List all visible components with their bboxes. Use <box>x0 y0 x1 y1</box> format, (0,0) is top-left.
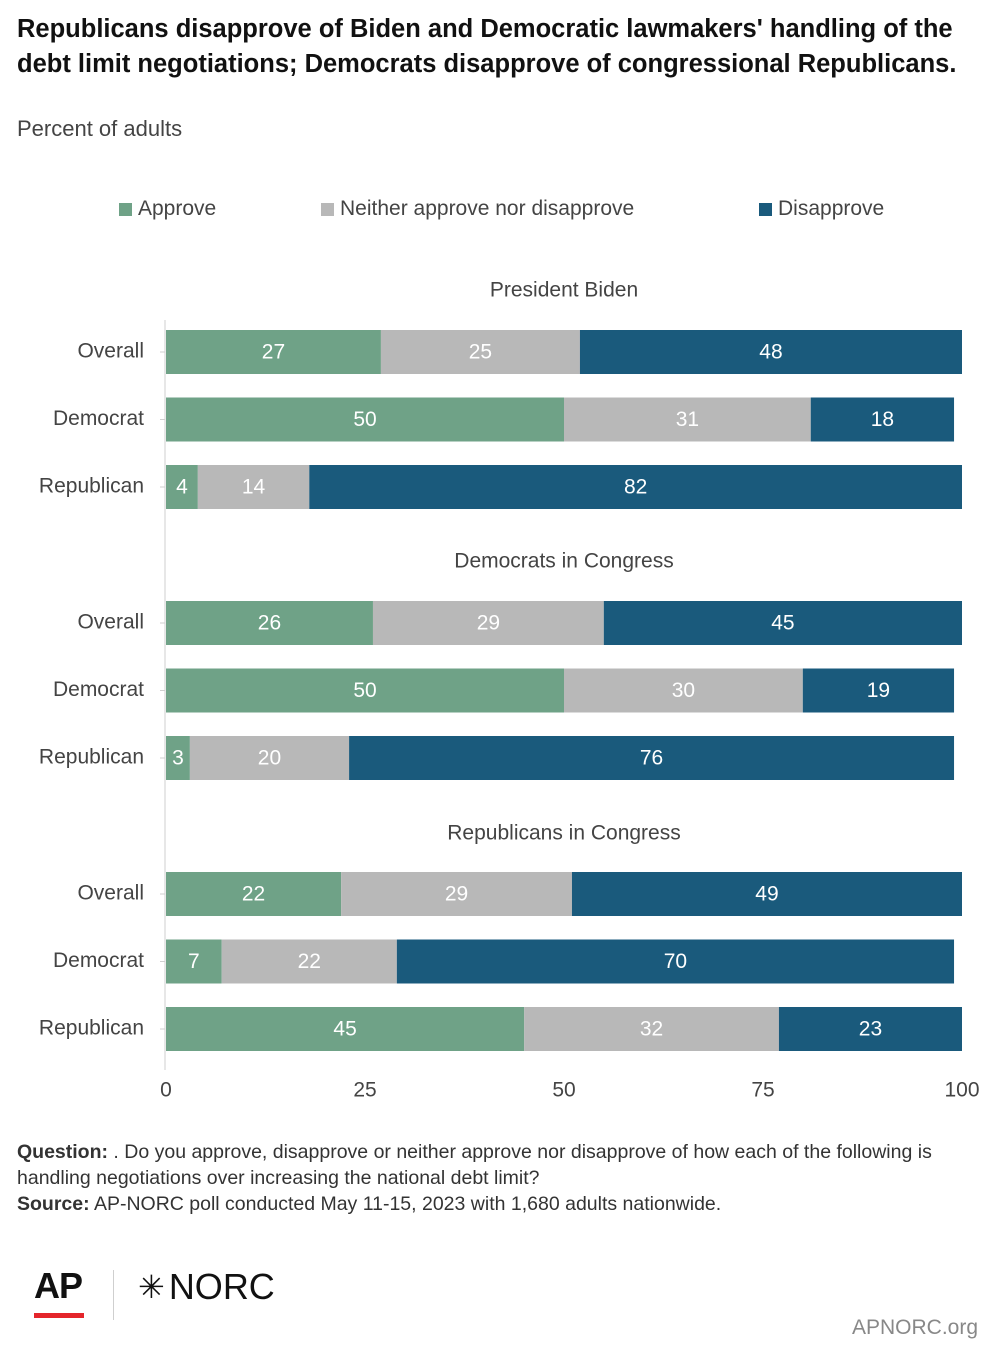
bar-segment <box>341 872 572 916</box>
source-label: Source: <box>17 1193 90 1215</box>
x-tick-label: 50 <box>552 1079 575 1102</box>
bar-segment <box>579 330 962 374</box>
category-label: Overall <box>77 611 144 634</box>
bar-segment <box>802 668 955 713</box>
bar-segment <box>571 872 962 916</box>
group-title: President Biden <box>490 279 638 302</box>
legend-label-disapprove: Disapprove <box>778 197 885 220</box>
x-tick-label: 100 <box>944 1079 979 1102</box>
data-label: 50 <box>353 679 376 702</box>
category-label: Democrat <box>53 949 144 972</box>
source-text: AP-NORC poll conducted May 11-15, 2023 w… <box>89 1193 722 1215</box>
category-label: Republican <box>39 475 144 498</box>
legend-label-neither: Neither approve nor disapprove <box>340 197 635 220</box>
bar-segment <box>166 601 373 645</box>
legend-swatch-neither <box>321 202 334 216</box>
data-label: 32 <box>640 1018 663 1041</box>
bar-segment <box>166 939 222 984</box>
data-label: 50 <box>353 408 376 431</box>
group-title: Democrats in Congress <box>454 550 673 573</box>
data-label: 30 <box>672 679 695 702</box>
data-label: 14 <box>242 476 266 499</box>
data-label: 27 <box>262 341 285 364</box>
question-text: . Do you approve, disapprove or neither … <box>17 1141 932 1189</box>
bar-segment <box>564 397 811 442</box>
norc-star-icon: ✳ <box>138 1269 165 1305</box>
norc-logo: ✳ NORC <box>138 1266 275 1308</box>
bar-segment <box>778 1007 962 1051</box>
group-title: Republicans in Congress <box>447 822 680 845</box>
data-label: 48 <box>759 341 782 364</box>
data-label: 18 <box>871 408 894 431</box>
bar-segment <box>564 668 803 713</box>
category-label: Republican <box>39 746 144 769</box>
bar-segment <box>221 939 397 984</box>
data-label: 29 <box>477 612 500 635</box>
data-label: 20 <box>258 747 281 770</box>
legend-swatch-disapprove <box>759 202 772 216</box>
bar-segment <box>166 872 342 916</box>
data-label: 25 <box>469 341 492 364</box>
data-label: 31 <box>676 408 699 431</box>
data-label: 19 <box>867 679 890 702</box>
bar-segment <box>603 601 962 645</box>
bar-segment <box>166 465 198 509</box>
apnorc-site-link[interactable]: APNORC.org <box>851 1316 978 1339</box>
bar-segment <box>189 736 350 780</box>
logo-divider <box>113 1270 114 1320</box>
question-label: Question: <box>17 1141 108 1163</box>
data-label: 3 <box>172 747 184 770</box>
x-tick-label: 75 <box>751 1079 774 1102</box>
chart-subtitle: Percent of adults <box>17 116 183 141</box>
data-label: 26 <box>258 612 281 635</box>
bar-segment <box>396 939 955 984</box>
data-label: 7 <box>188 950 200 973</box>
ap-logo: AP <box>34 1265 83 1306</box>
legend-swatch-approve <box>119 202 132 216</box>
x-tick-label: 25 <box>353 1079 376 1102</box>
bar-segment <box>197 465 310 509</box>
bar-segment <box>166 397 564 442</box>
bar-segment <box>166 330 381 374</box>
question-note: Question: . Do you approve, disapprove o… <box>17 1139 977 1191</box>
bar-segment <box>349 736 955 780</box>
bar-segment <box>524 1007 779 1051</box>
bar-segment <box>380 330 580 374</box>
bar-segment <box>166 1007 525 1051</box>
x-tick-label: 0 <box>160 1079 172 1102</box>
norc-logo-text: NORC <box>168 1266 275 1307</box>
ap-logo-underline <box>34 1313 84 1318</box>
bar-segment <box>166 668 564 713</box>
bar-segment <box>810 397 955 442</box>
data-label: 82 <box>624 476 647 499</box>
data-label: 76 <box>640 747 663 770</box>
legend-label-approve: Approve <box>138 197 217 220</box>
source-note: Source: AP-NORC poll conducted May 11-15… <box>17 1191 721 1217</box>
category-label: Democrat <box>53 407 144 430</box>
data-label: 22 <box>242 883 265 906</box>
bar-segment <box>372 601 604 645</box>
data-label: 45 <box>333 1018 356 1041</box>
legend-item-neither: Neither approve nor disapprove <box>321 196 634 222</box>
bar-segment <box>166 736 190 780</box>
data-label: 23 <box>859 1018 882 1041</box>
data-label: 29 <box>445 883 468 906</box>
category-label: Overall <box>77 340 144 363</box>
data-label: 45 <box>771 612 794 635</box>
data-label: 4 <box>176 476 188 499</box>
chart-title: Republicans disapprove of Biden and Demo… <box>17 15 957 78</box>
data-label: 22 <box>298 950 321 973</box>
bar-segment <box>309 465 962 509</box>
category-label: Republican <box>39 1017 144 1040</box>
category-label: Democrat <box>53 678 144 701</box>
legend-item-approve: Approve <box>119 196 216 222</box>
data-label: 70 <box>664 950 687 973</box>
category-label: Overall <box>77 882 144 905</box>
data-label: 49 <box>755 883 778 906</box>
legend-item-disapprove: Disapprove <box>759 196 884 222</box>
